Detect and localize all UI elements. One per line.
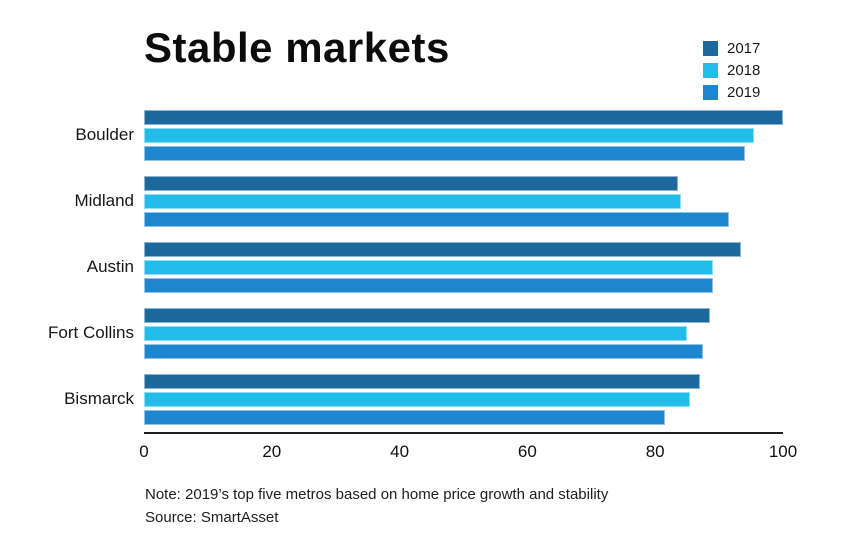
x-axis-line bbox=[144, 432, 783, 434]
bars-fort-collins bbox=[144, 307, 783, 359]
category-label-bismarck: Bismarck bbox=[64, 389, 134, 408]
x-tick-label-20: 20 bbox=[262, 442, 282, 461]
bar-group-midland: Midland bbox=[0, 168, 844, 234]
bars-austin bbox=[144, 241, 783, 293]
category-label-midland: Midland bbox=[74, 191, 134, 210]
bar-2017-fort-collins bbox=[144, 307, 710, 323]
x-tick-label-0: 0 bbox=[139, 442, 149, 461]
bars-midland bbox=[144, 175, 783, 227]
legend-swatch-2018 bbox=[703, 63, 718, 78]
x-tick-label-60: 60 bbox=[517, 442, 537, 461]
category-label-fort-collins: Fort Collins bbox=[48, 323, 134, 342]
category-label-boulder: Boulder bbox=[75, 125, 134, 144]
bar-2018-midland bbox=[144, 193, 681, 209]
legend-swatch-2019 bbox=[703, 85, 718, 100]
legend: 2017 2018 2019 bbox=[703, 40, 760, 101]
legend-label-2019: 2019 bbox=[727, 84, 761, 101]
bar-2018-boulder bbox=[144, 127, 755, 143]
bar-2017-midland bbox=[144, 175, 678, 191]
bar-2017-bismarck bbox=[144, 373, 700, 389]
legend-label-2018: 2018 bbox=[727, 62, 761, 79]
chart-title: Stable markets bbox=[144, 24, 450, 71]
category-label-austin: Austin bbox=[86, 257, 134, 276]
bars-bismarck bbox=[144, 373, 783, 425]
bar-2017-austin bbox=[144, 241, 742, 257]
footnote-source-line: Source: SmartAsset bbox=[145, 508, 279, 526]
legend-item-2019: 2019 bbox=[703, 84, 760, 101]
bar-2019-fort-collins bbox=[144, 343, 704, 359]
bar-2017-boulder bbox=[144, 109, 783, 125]
bar-2018-bismarck bbox=[144, 391, 691, 407]
x-tick-label-40: 40 bbox=[390, 442, 410, 461]
bar-group-austin: Austin bbox=[0, 234, 844, 300]
bar-2019-midland bbox=[144, 211, 729, 227]
bar-2019-boulder bbox=[144, 145, 745, 161]
chart-footnote: Note: 2019’s top five metros based on ho… bbox=[145, 484, 608, 529]
bar-group-boulder: Boulder bbox=[0, 102, 844, 168]
x-tick-label-80: 80 bbox=[645, 442, 665, 461]
legend-swatch-2017 bbox=[703, 41, 718, 56]
bar-group-bismarck: Bismarck bbox=[0, 366, 844, 432]
x-tick-label-100: 100 bbox=[768, 442, 798, 461]
legend-item-2018: 2018 bbox=[703, 62, 760, 79]
legend-label-2017: 2017 bbox=[727, 40, 761, 57]
bar-2018-austin bbox=[144, 259, 713, 275]
bar-2019-austin bbox=[144, 277, 713, 293]
bars-boulder bbox=[144, 109, 783, 161]
x-axis-tick-labels: 0 20 40 60 80 100 bbox=[139, 442, 797, 464]
footnote-note-line: Note: 2019’s top five metros based on ho… bbox=[145, 486, 609, 503]
bar-2019-bismarck bbox=[144, 409, 665, 425]
bar-2018-fort-collins bbox=[144, 325, 688, 341]
legend-item-2017: 2017 bbox=[703, 40, 760, 57]
bar-chart-plot-area: Boulder Midland Austin Fort Collins Bismarck bbox=[0, 102, 844, 432]
bar-group-fort-collins: Fort Collins bbox=[0, 300, 844, 366]
